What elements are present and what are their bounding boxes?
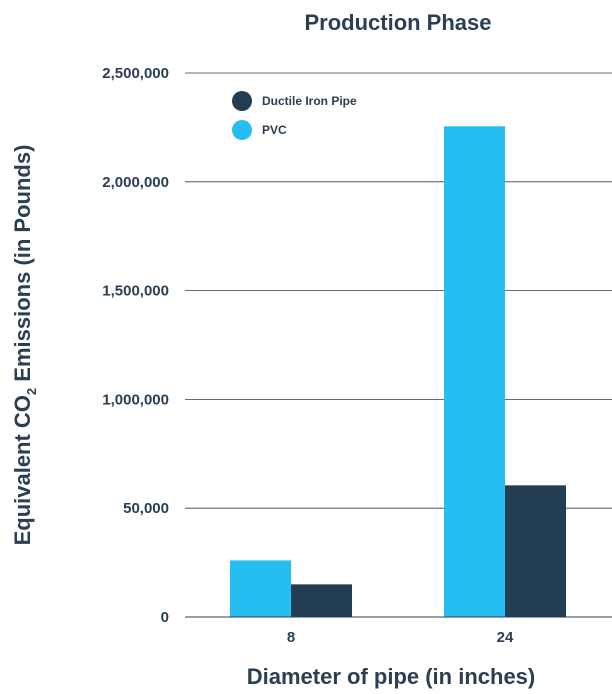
y-axis-label-part-1: Equivalent CO: [10, 395, 35, 545]
y-tick-label: 50,000: [123, 500, 169, 517]
y-tick-label: 2,500,000: [102, 65, 169, 82]
chart-title: Production Phase: [304, 10, 491, 35]
y-tick-label: 0: [161, 609, 169, 626]
legend-label-ductile-iron: Ductile Iron Pipe: [262, 94, 357, 108]
legend-swatch-ductile-iron: [232, 91, 252, 111]
bar-pvc-8: [230, 560, 291, 617]
x-tick-label: 8: [287, 629, 295, 646]
x-tick-label: 24: [497, 629, 514, 646]
bar-ductile-iron-8: [291, 584, 352, 617]
legend-label-pvc: PVC: [262, 123, 287, 137]
y-tick-label: 1,500,000: [102, 283, 169, 300]
y-tick-label: 2,000,000: [102, 174, 169, 191]
x-axis-label: Diameter of pipe (in inches): [247, 664, 536, 689]
y-axis-label: Equivalent CO2 Emissions (in Pounds): [10, 145, 39, 546]
bars: [230, 126, 566, 617]
legend: Ductile Iron Pipe PVC: [232, 91, 357, 140]
legend-swatch-pvc: [232, 120, 252, 140]
y-tick-label: 1,000,000: [102, 391, 169, 408]
grid-lines: [185, 72, 612, 509]
bar-ductile-iron-24: [505, 485, 566, 617]
bar-pvc-24: [444, 126, 505, 617]
y-tick-labels: 0 50,000 1,000,000 1,500,000 2,000,000 2,500,…: [102, 65, 169, 626]
y-axis-label-part-2: Emissions (in Pounds): [10, 145, 35, 388]
y-axis-label-subscript: 2: [24, 388, 39, 395]
x-tick-labels: 8 24: [287, 629, 514, 646]
